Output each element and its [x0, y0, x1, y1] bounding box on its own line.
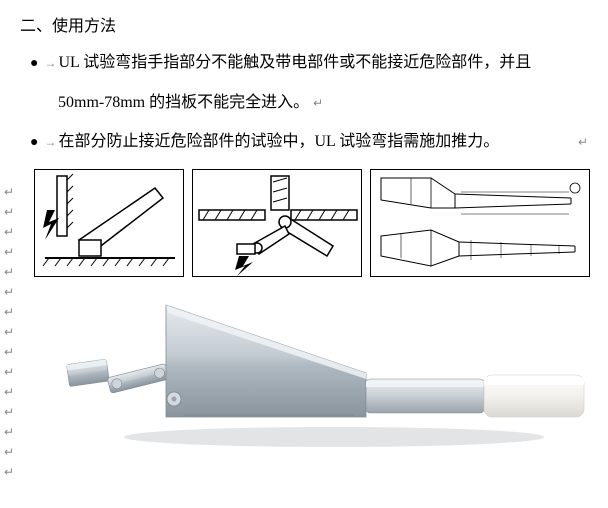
diagram-1: [34, 169, 184, 277]
product-photo: [34, 287, 594, 457]
margin-para-marks: ↵↵↵↵↵↵↵↵↵↵↵↵↵↵↵: [4, 182, 14, 482]
diagram-row: [34, 169, 588, 277]
bullet-1-line2-row: 50mm-78mm 的挡板不能完全进入。 ↵: [20, 90, 588, 116]
para-mark: ↵: [313, 96, 323, 110]
arrow-glyph: →: [44, 133, 56, 152]
bullet-glyph: ●: [30, 132, 38, 154]
bullet-1-line2: 50mm-78mm 的挡板不能完全进入。: [58, 94, 309, 111]
bullet-2-line1: 在部分防止接近危险部件的试验中，UL 试验弯指需施加推力。: [58, 129, 577, 155]
diagram-2: [192, 169, 362, 277]
section-heading: 二、使用方法: [20, 12, 588, 36]
bullet-item-1: ● → UL 试验弯指手指部分不能触及带电部件或不能接近危险部件，并且: [20, 50, 588, 76]
para-mark: ↵: [578, 133, 588, 152]
diagram-3: [370, 169, 590, 277]
bullet-item-2: ● → 在部分防止接近危险部件的试验中，UL 试验弯指需施加推力。 ↵: [20, 129, 588, 155]
bullet-glyph: ●: [30, 53, 38, 75]
arrow-glyph: →: [44, 54, 56, 73]
bullet-1-line1: UL 试验弯指手指部分不能触及带电部件或不能接近危险部件，并且: [58, 50, 588, 76]
